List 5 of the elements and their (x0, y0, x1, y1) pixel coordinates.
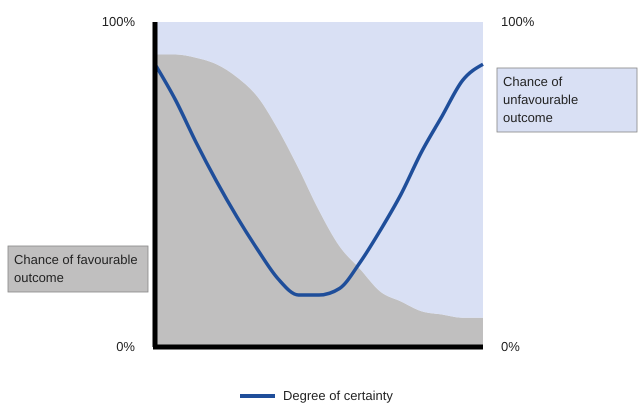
y2-tick-label: 0% (501, 339, 520, 354)
series-label: Chance of unfavourable outcome (503, 74, 578, 125)
legend-label: Degree of certainty (283, 388, 394, 403)
y2-tick-label: 100% (501, 14, 535, 30)
series-label: Chance of favourable outcome (14, 252, 138, 285)
